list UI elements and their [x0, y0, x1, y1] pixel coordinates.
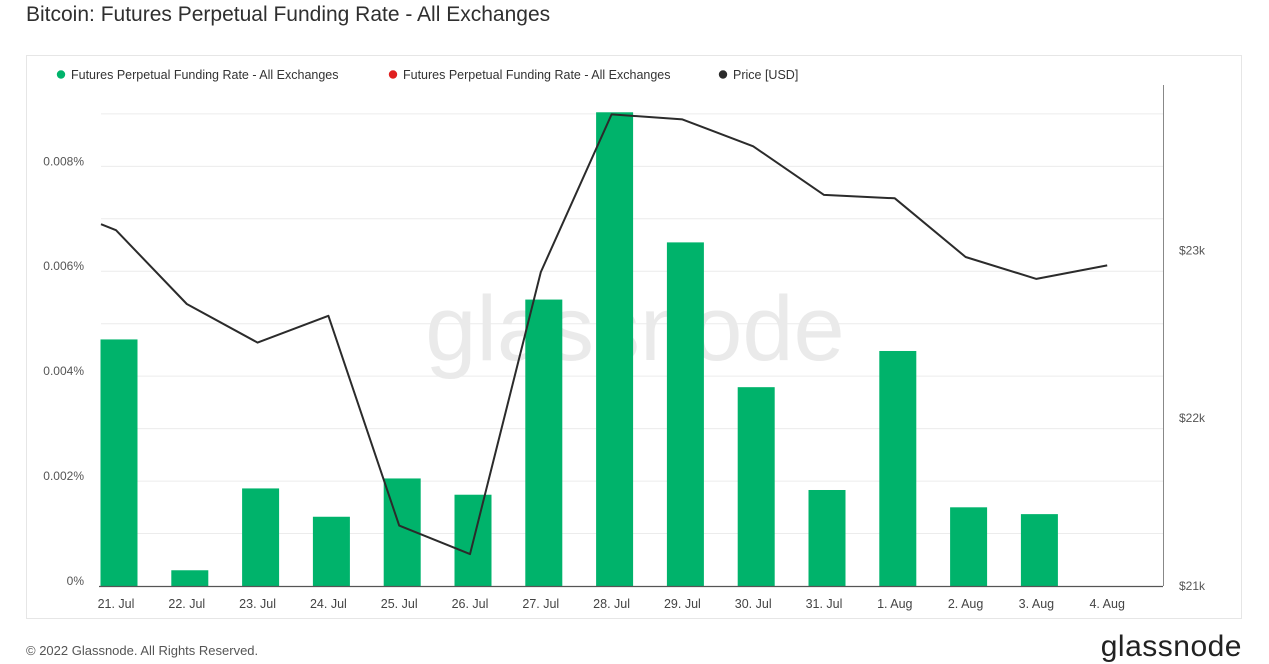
bar-12	[879, 350, 917, 586]
legend-label: Price [USD]	[733, 68, 798, 82]
y-right-tick-label: $22k	[1179, 411, 1206, 425]
axes	[99, 85, 1164, 588]
price-line	[100, 113, 1108, 556]
x-tick-label: 25. Jul	[381, 597, 418, 611]
page-title: Bitcoin: Futures Perpetual Funding Rate …	[26, 3, 551, 26]
x-tick-label: 23. Jul	[239, 597, 276, 611]
x-tick-label: 22. Jul	[168, 597, 205, 611]
x-axis-labels: 21. Jul 22. Jul 23. Jul 24. Jul 25. Jul 26. J…	[98, 597, 1125, 611]
glassnode-logo: glassnode	[1100, 630, 1242, 663]
bar-14	[1020, 514, 1058, 586]
x-tick-label: 31. Jul	[806, 597, 843, 611]
legend-label: Futures Perpetual Funding Rate - All Exc…	[71, 68, 339, 82]
legend-dot	[718, 70, 728, 79]
y-left-tick-label: 0.004%	[43, 364, 84, 378]
legend-item-2[interactable]: Futures Perpetual Funding Rate - All Exc…	[388, 68, 671, 82]
x-tick-label: 1. Aug	[877, 597, 912, 611]
y-right-tick-label: $23k	[1179, 243, 1206, 257]
x-tick-label: 4. Aug	[1089, 597, 1124, 611]
x-tick-label: 27. Jul	[522, 597, 559, 611]
x-tick-label: 26. Jul	[452, 597, 489, 611]
y-right-tick-label: $21k	[1179, 579, 1206, 593]
bar-1	[100, 339, 138, 586]
x-tick-label: 29. Jul	[664, 597, 701, 611]
bar-13	[950, 507, 988, 586]
x-tick-label: 28. Jul	[593, 597, 630, 611]
bar-4	[312, 516, 350, 586]
footer-copyright: © 2022 Glassnode. All Rights Reserved.	[26, 643, 259, 658]
legend-label: Futures Perpetual Funding Rate - All Exc…	[403, 68, 671, 82]
legend-item-3[interactable]: Price [USD]	[718, 68, 798, 82]
x-tick-label: 24. Jul	[310, 597, 347, 611]
bar-7	[525, 299, 563, 586]
y-left-tick-label: 0.006%	[43, 259, 84, 273]
x-tick-label: 21. Jul	[98, 597, 135, 611]
x-tick-label: 30. Jul	[735, 597, 772, 611]
y-left-tick-label: 0%	[67, 574, 85, 588]
legend-dot	[56, 70, 66, 79]
y-axis-left: 0% 0.002% 0.004% 0.006% 0.008%	[43, 154, 84, 588]
legend-item-1[interactable]: Futures Perpetual Funding Rate - All Exc…	[56, 68, 339, 82]
bar-11	[808, 489, 846, 586]
y-axis-right: $21k $22k $23k	[1179, 243, 1206, 593]
legend-dot	[388, 70, 398, 79]
bar-2	[171, 570, 209, 586]
chart-frame	[26, 55, 1242, 619]
legend[interactable]: Futures Perpetual Funding Rate - All Exc…	[56, 68, 798, 82]
bar-8	[596, 112, 634, 587]
bar-10	[737, 387, 775, 586]
x-tick-label: 2. Aug	[948, 597, 983, 611]
watermark: glassnode	[425, 278, 844, 380]
x-tick-label: 3. Aug	[1019, 597, 1054, 611]
bar-3	[242, 488, 280, 586]
bar-9	[666, 242, 704, 586]
y-left-tick-label: 0.002%	[43, 469, 84, 483]
y-left-tick-label: 0.008%	[43, 154, 84, 168]
